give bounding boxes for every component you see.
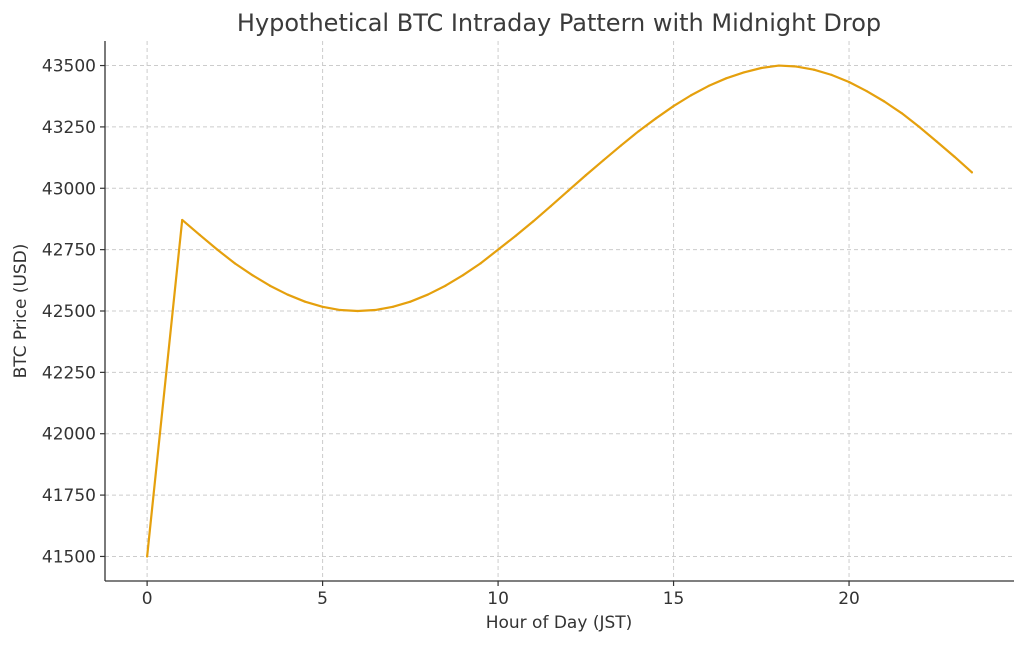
price-data-point (549, 205, 552, 208)
price-data-point (953, 155, 956, 158)
price-data-point (637, 130, 640, 133)
price-data-point (321, 305, 324, 308)
x-tick-label: 0 (142, 589, 153, 609)
price-data-point (970, 171, 973, 174)
price-data-point (935, 140, 938, 143)
price-data-point (409, 300, 412, 303)
price-data-point (690, 94, 693, 97)
price-data-point (303, 300, 307, 303)
grid-lines (105, 41, 1014, 581)
price-data-point (198, 233, 201, 237)
y-ticks: 41500 41750 42000 42250 42500 42750 43000 43250… (42, 57, 105, 567)
price-data-point (426, 293, 429, 296)
x-ticks: 0 5 10 15 20 (142, 581, 860, 609)
price-data-point (532, 220, 535, 223)
price-data-point (374, 308, 377, 312)
price-data-point (216, 248, 219, 251)
price-data-point (268, 284, 272, 287)
price-data-point (900, 112, 903, 115)
price-data-point (146, 555, 149, 558)
price-data-point (181, 218, 184, 222)
price-data-point (918, 125, 921, 129)
price-data-point (742, 71, 745, 74)
y-tick-label: 41500 (42, 547, 96, 567)
price-data-point (286, 293, 289, 296)
price-data-point (602, 159, 605, 162)
x-tick-label: 20 (838, 589, 860, 609)
chart-title: Hypothetical BTC Intraday Pattern with M… (237, 9, 881, 37)
price-data-point (865, 89, 868, 93)
x-tick-label: 5 (317, 589, 328, 609)
y-tick-label: 42250 (42, 363, 96, 383)
price-data-point (567, 189, 570, 192)
price-data-point (496, 248, 500, 251)
price-data-point (883, 100, 886, 103)
price-data-point (233, 262, 236, 265)
price-data-point (760, 66, 763, 70)
price-data-point (654, 117, 658, 120)
price-data-point (584, 174, 587, 177)
price-data-point (339, 308, 342, 312)
price-data-point (672, 104, 675, 108)
price-data-point (514, 234, 517, 237)
y-tick-label: 41750 (42, 486, 96, 506)
y-tick-label: 43500 (42, 57, 96, 77)
price-data-point (356, 309, 359, 313)
price-data-point (251, 274, 254, 277)
y-axis-label: BTC Price (USD) (11, 244, 31, 379)
price-data-point (777, 64, 780, 67)
x-axis-label: Hour of Day (JST) (486, 613, 633, 633)
y-tick-label: 42750 (42, 241, 96, 261)
price-data-point (707, 84, 710, 88)
y-tick-label: 42500 (42, 302, 96, 322)
price-data-point (479, 262, 482, 265)
price-data-point (391, 305, 394, 308)
price-data-point (444, 284, 447, 287)
x-tick-label: 15 (663, 589, 685, 609)
price-data-point (619, 144, 623, 147)
price-data-point (830, 73, 833, 76)
price-data-point (812, 68, 816, 71)
y-tick-label: 43000 (42, 179, 96, 199)
x-tick-label: 10 (487, 589, 509, 609)
price-data-point (847, 80, 851, 84)
price-data-point (725, 77, 728, 80)
price-data-point (461, 274, 465, 277)
y-tick-label: 43250 (42, 118, 96, 138)
series-layer (146, 64, 973, 558)
y-tick-label: 42000 (42, 425, 96, 445)
price-data-point (795, 65, 798, 68)
